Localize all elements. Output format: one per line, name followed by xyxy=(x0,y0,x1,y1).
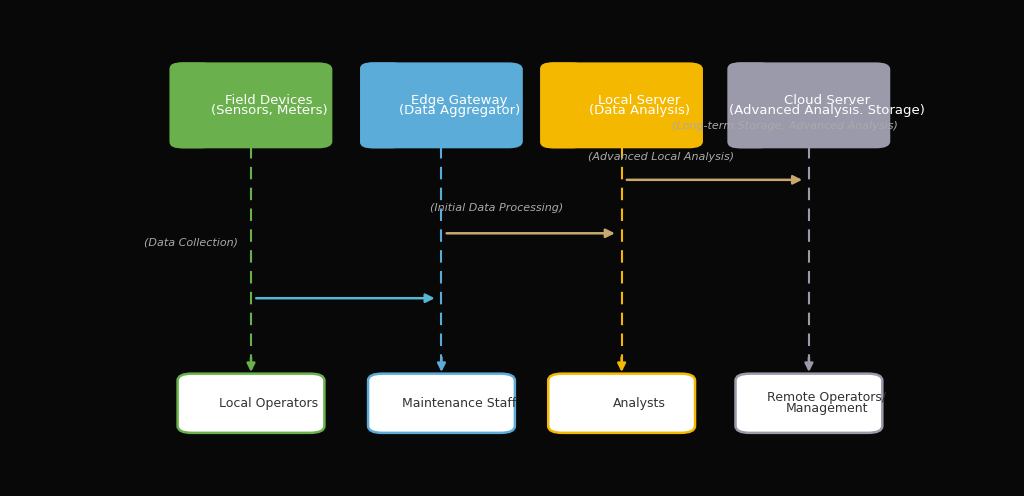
Text: Edge Gateway: Edge Gateway xyxy=(411,94,508,107)
Text: Local Operators: Local Operators xyxy=(219,397,318,410)
Text: Field Devices: Field Devices xyxy=(225,94,312,107)
FancyBboxPatch shape xyxy=(368,373,515,433)
FancyBboxPatch shape xyxy=(360,62,523,148)
Text: (Data Collection): (Data Collection) xyxy=(143,238,238,248)
Text: Management: Management xyxy=(785,402,868,415)
FancyBboxPatch shape xyxy=(728,62,890,148)
FancyBboxPatch shape xyxy=(548,373,695,433)
FancyBboxPatch shape xyxy=(170,62,333,148)
FancyBboxPatch shape xyxy=(541,62,584,148)
Text: (Data Analysis): (Data Analysis) xyxy=(589,104,690,117)
FancyBboxPatch shape xyxy=(170,62,213,148)
FancyBboxPatch shape xyxy=(360,62,403,148)
Text: Cloud Server: Cloud Server xyxy=(783,94,869,107)
FancyBboxPatch shape xyxy=(541,62,702,148)
Text: (Initial Data Processing): (Initial Data Processing) xyxy=(430,203,563,213)
Text: (Advanced Local Analysis): (Advanced Local Analysis) xyxy=(588,152,734,162)
Text: Local Server: Local Server xyxy=(598,94,681,107)
FancyBboxPatch shape xyxy=(728,62,771,148)
Text: Analysts: Analysts xyxy=(613,397,666,410)
Text: Remote Operators/: Remote Operators/ xyxy=(767,391,887,404)
Text: Maintenance Staff: Maintenance Staff xyxy=(402,397,516,410)
Text: (Data Aggregator): (Data Aggregator) xyxy=(398,104,520,117)
FancyBboxPatch shape xyxy=(735,373,883,433)
Text: (Sensors, Meters): (Sensors, Meters) xyxy=(211,104,328,117)
FancyBboxPatch shape xyxy=(177,373,325,433)
Text: (Advanced Analysis. Storage): (Advanced Analysis. Storage) xyxy=(729,104,925,117)
Text: (Long-term Storage; Advanced Analysis): (Long-term Storage; Advanced Analysis) xyxy=(672,122,897,131)
